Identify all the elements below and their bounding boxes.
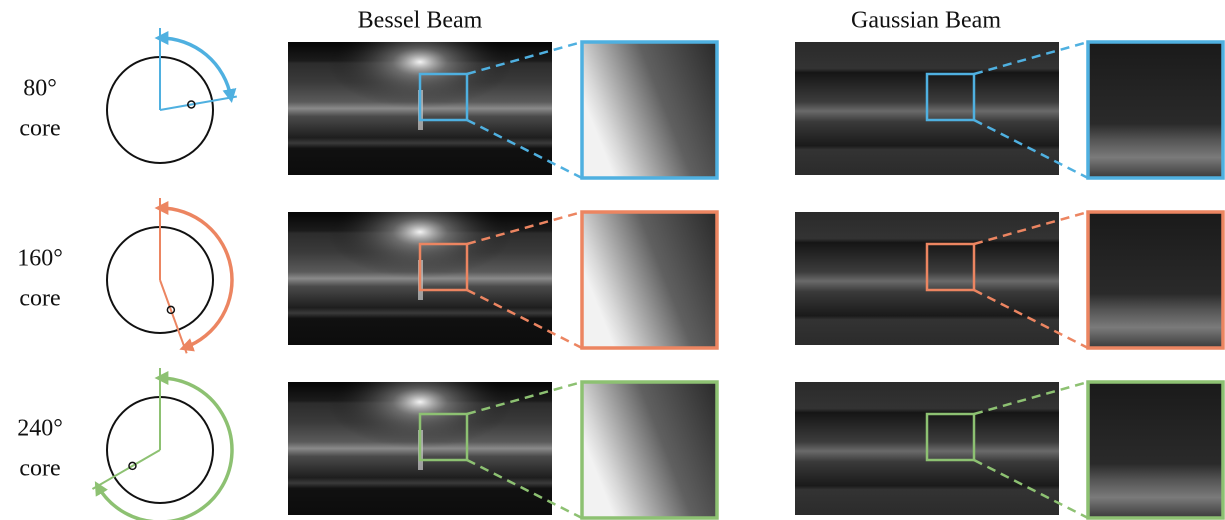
angle-line <box>160 96 237 110</box>
angle-label: 160° <box>17 246 63 272</box>
column-title: Gaussian Beam <box>851 8 1001 34</box>
zoom-image <box>582 382 717 518</box>
row-label: core <box>19 456 60 482</box>
zoom-image <box>1088 382 1223 518</box>
column-title: Bessel Beam <box>358 8 483 34</box>
angle-label: 240° <box>17 416 63 442</box>
row-label: core <box>19 116 60 142</box>
zoom-image <box>1088 42 1223 178</box>
row-label: core <box>19 286 60 312</box>
zoom-image <box>582 42 717 178</box>
angle-arrow <box>98 378 232 520</box>
angle-label: 80° <box>23 76 57 102</box>
angle-line <box>92 450 160 489</box>
angle-arrow <box>160 38 231 97</box>
zoom-image <box>582 212 717 348</box>
zoom-image <box>1088 212 1223 348</box>
angle-line <box>160 280 187 353</box>
figure: Bessel Beam Gaussian Beam 80° core 160° cor… <box>0 0 1225 520</box>
